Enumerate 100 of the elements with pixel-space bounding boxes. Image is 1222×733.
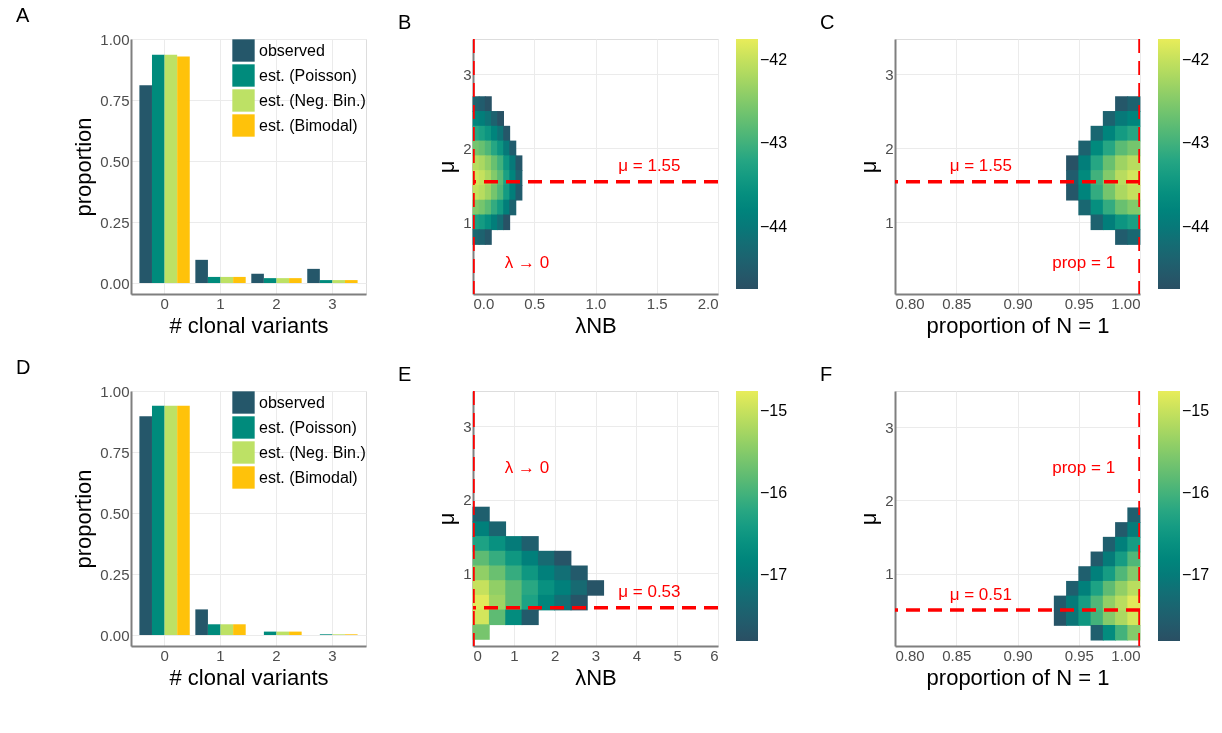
x-tick-label: 0.95: [1064, 646, 1094, 664]
x-tick-label: 0.90: [1003, 294, 1033, 312]
color-bar-label: −43: [1182, 134, 1210, 152]
point: [554, 580, 572, 596]
y-tick-label: 0.00: [100, 626, 130, 644]
x-tick-label: 0.0: [473, 294, 495, 312]
y-axis-title: μ: [434, 160, 460, 174]
y-tick-label: 0.75: [100, 91, 130, 109]
bar: [195, 259, 208, 284]
bar: [139, 416, 152, 636]
point: [537, 565, 556, 581]
color-bar-label: −17: [760, 566, 788, 584]
chart-title: B: [398, 11, 412, 33]
chart-title: E: [398, 363, 412, 385]
ref-line-label: μ = 0.53: [618, 582, 681, 602]
x-axis-title: # clonal variants: [169, 312, 329, 338]
x-tick-label: 0.85: [942, 646, 972, 664]
x-tick-label: 5: [673, 646, 682, 664]
bar: [220, 624, 234, 636]
y-tick-label: 3: [463, 417, 472, 435]
bar: [332, 280, 346, 284]
bar: [177, 405, 190, 636]
x-tick-label: 1.0: [585, 294, 607, 312]
y-tick-label: 1.00: [100, 30, 130, 48]
color-bar-label: −44: [760, 217, 788, 235]
x-tick-label: 2: [272, 646, 281, 664]
y-tick-label: 1.00: [100, 382, 130, 400]
point: [505, 580, 523, 596]
x-tick-label: 0: [473, 646, 482, 664]
ref-line-label: λ → 0: [504, 457, 550, 477]
y-tick-label: 3: [885, 418, 894, 436]
y-tick-label: 1: [463, 564, 472, 582]
color-bar-label: −42: [760, 50, 788, 68]
color-bar-label: −15: [1182, 402, 1210, 420]
legend-label: est. (Neg. Bin.): [259, 443, 366, 461]
color-bar-label: −15: [760, 402, 788, 420]
x-tick-label: 1: [216, 294, 225, 312]
bar: [345, 280, 358, 284]
y-tick-label: 0.75: [100, 443, 130, 461]
y-tick-label: 1: [885, 565, 894, 583]
x-tick-label: 0: [160, 646, 169, 664]
y-axis-title: μ: [856, 160, 882, 174]
x-tick-label: 0.80: [895, 294, 925, 312]
y-tick-label: 0.00: [100, 274, 130, 292]
bar: [207, 276, 221, 284]
ref-line-label: λ → 0: [504, 253, 550, 273]
legend-label: est. (Bimodal): [259, 468, 358, 486]
point: [570, 565, 588, 581]
bar: [151, 54, 165, 284]
y-axis-title: μ: [856, 512, 882, 526]
bar: [151, 405, 165, 636]
x-tick-label: 0.95: [1064, 294, 1094, 312]
legend-label: est. (Poisson): [259, 66, 357, 84]
bar: [276, 631, 290, 636]
color-bar-label: −17: [1182, 566, 1210, 584]
bar: [251, 273, 264, 284]
x-axis-title: proportion of N = 1: [926, 312, 1110, 338]
legend-label: est. (Bimodal): [259, 116, 358, 134]
x-tick-label: 1.00: [1111, 294, 1141, 312]
bar: [276, 278, 290, 284]
ref-line-label: prop = 1: [1052, 457, 1116, 477]
bar: [307, 268, 320, 284]
point: [554, 565, 572, 581]
x-tick-label: 2.0: [697, 294, 719, 312]
point: [521, 565, 539, 581]
chart-title: A: [16, 4, 30, 26]
color-bar-label: −16: [1182, 484, 1210, 502]
bar: [164, 405, 178, 636]
color-bar-label: −44: [1182, 217, 1210, 235]
x-tick-label: 3: [328, 294, 337, 312]
y-tick-label: 3: [885, 65, 894, 83]
y-tick-label: 2: [885, 492, 894, 509]
point: [505, 565, 523, 581]
x-tick-label: 3: [328, 646, 337, 664]
point: [586, 580, 605, 596]
x-tick-label: 0: [160, 294, 169, 312]
color-bar-label: −43: [760, 134, 788, 152]
chart-title: C: [820, 11, 835, 33]
point: [521, 536, 539, 552]
bar: [220, 276, 234, 284]
y-tick-label: 2: [885, 139, 894, 157]
legend-label: observed: [259, 393, 325, 411]
x-tick-label: 3: [591, 646, 601, 664]
y-tick-label: 2: [463, 139, 472, 157]
y-axis-title: proportion: [71, 117, 97, 217]
bar: [139, 85, 152, 284]
chart-title: D: [16, 356, 31, 378]
x-tick-label: 1.5: [646, 294, 668, 312]
bar: [233, 276, 246, 284]
bar: [195, 609, 208, 636]
y-tick-label: 0.25: [100, 565, 130, 583]
point: [488, 609, 507, 626]
ref-line-label: prop = 1: [1052, 253, 1116, 273]
x-tick-label: 0.90: [1003, 646, 1033, 664]
point: [505, 609, 523, 626]
legend-label: observed: [259, 41, 325, 59]
ref-line-label: μ = 1.55: [949, 156, 1012, 176]
x-axis-title: λNB: [575, 664, 617, 690]
y-tick-label: 1: [463, 213, 472, 231]
ref-line-label: μ = 0.51: [949, 584, 1012, 604]
